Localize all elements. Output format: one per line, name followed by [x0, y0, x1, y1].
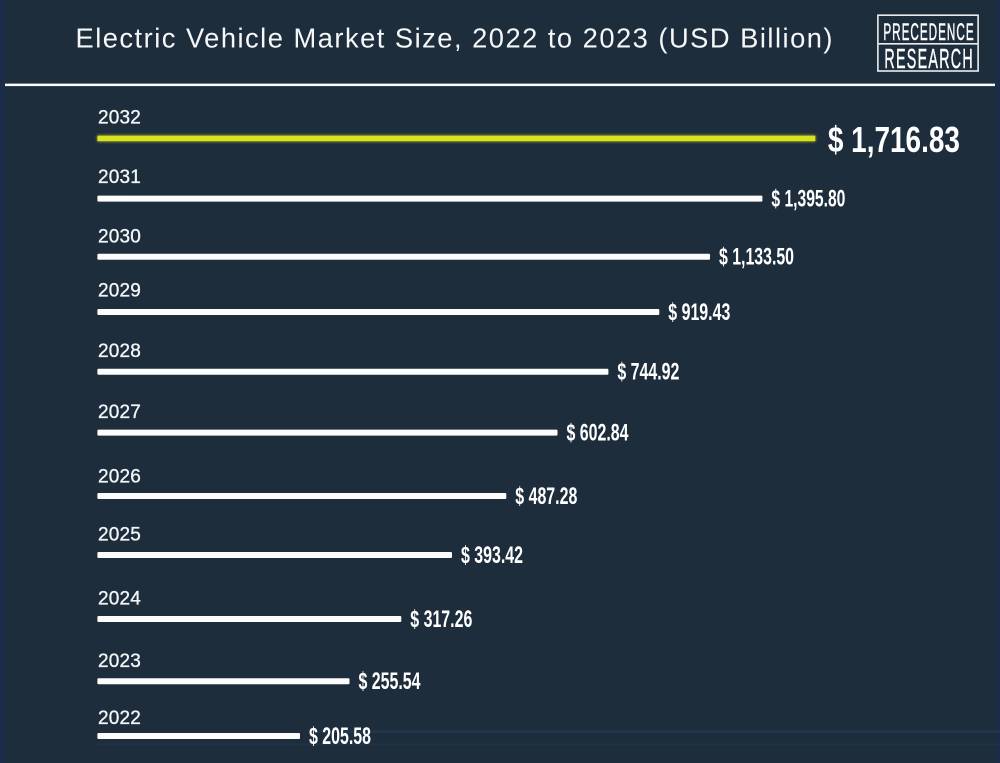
svg-text:2025: 2025: [98, 525, 141, 546]
svg-text:$ 602.84: $ 602.84: [567, 420, 629, 447]
svg-text:$ 1,716.83: $ 1,716.83: [828, 119, 960, 160]
svg-text:$ 255.54: $ 255.54: [359, 668, 421, 695]
svg-text:$ 205.58: $ 205.58: [309, 723, 371, 750]
svg-text:$ 919.43: $ 919.43: [668, 299, 730, 326]
svg-text:2031: 2031: [98, 167, 141, 188]
svg-text:Electric Vehicle Market Size,: Electric Vehicle Market Size, 2022 to 20…: [76, 22, 833, 53]
svg-text:$ 1,395.80: $ 1,395.80: [771, 186, 845, 213]
svg-text:2032: 2032: [98, 108, 141, 129]
svg-text:$ 487.28: $ 487.28: [515, 483, 577, 510]
svg-text:2030: 2030: [98, 226, 141, 247]
svg-text:$ 744.92: $ 744.92: [617, 359, 679, 386]
svg-text:$ 1,133.50: $ 1,133.50: [719, 244, 794, 271]
svg-text:2024: 2024: [98, 588, 141, 609]
svg-text:2026: 2026: [98, 467, 141, 488]
svg-text:2022: 2022: [98, 708, 141, 729]
svg-text:$ 393.42: $ 393.42: [461, 542, 523, 569]
svg-text:2023: 2023: [98, 651, 141, 672]
svg-text:RESEARCH: RESEARCH: [884, 43, 974, 74]
svg-text:2028: 2028: [98, 341, 141, 362]
svg-text:$ 317.26: $ 317.26: [410, 606, 472, 633]
svg-text:2029: 2029: [98, 281, 141, 302]
svg-text:2027: 2027: [98, 402, 141, 423]
svg-text:PRECEDENCE: PRECEDENCE: [883, 19, 974, 46]
